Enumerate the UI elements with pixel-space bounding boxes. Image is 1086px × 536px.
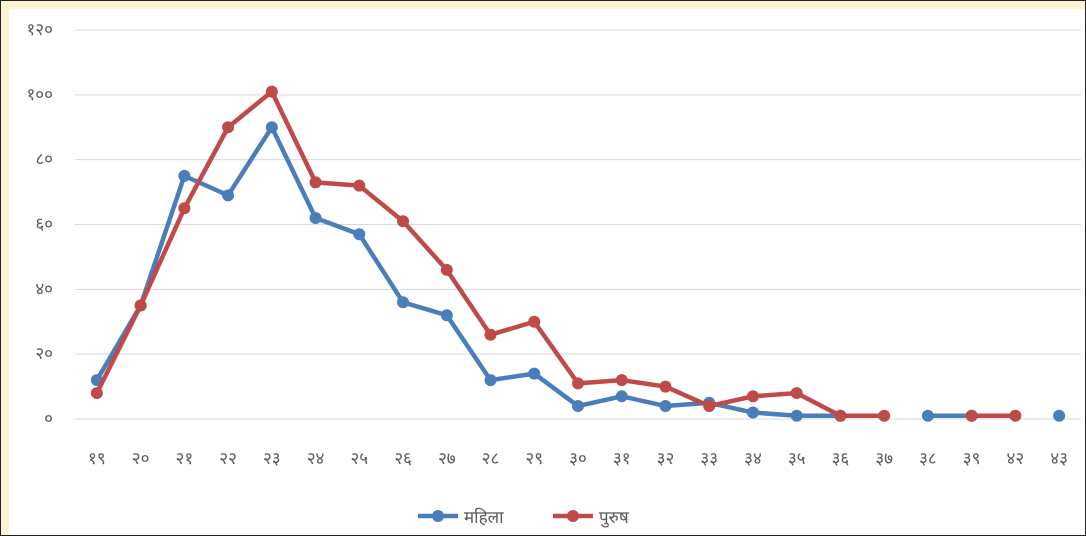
x-tick-label: ४३: [1050, 449, 1068, 469]
data-point: [353, 228, 366, 241]
data-point: [659, 400, 672, 413]
data-point: [528, 367, 541, 380]
data-point: [484, 374, 497, 387]
data-point: [178, 169, 191, 182]
x-tick-label: २८: [482, 449, 500, 469]
y-tick-label: १२०: [26, 20, 53, 40]
data-point: [790, 409, 803, 422]
data-point: [615, 390, 628, 403]
data-point: [440, 263, 453, 276]
x-tick-label: ३७: [875, 449, 893, 469]
legend-label: पुरुष: [599, 508, 630, 528]
x-tick-label: २२: [219, 449, 237, 469]
x-tick-label: ३४: [744, 449, 762, 469]
data-point: [878, 409, 891, 422]
x-tick-label: २४: [307, 449, 325, 469]
data-point: [659, 380, 672, 393]
x-tick-label: ३९: [963, 449, 981, 469]
legend-label: महिला: [464, 507, 504, 528]
x-tick-label: २०: [132, 449, 150, 469]
data-point: [309, 176, 322, 189]
x-tick-label: २९: [525, 449, 543, 469]
data-point: [484, 328, 497, 341]
y-tick-label: ४०: [35, 279, 53, 299]
x-tick-label: १९: [88, 449, 106, 469]
x-tick-label: ४२: [1007, 449, 1025, 469]
data-point: [746, 390, 759, 403]
data-point: [353, 179, 366, 192]
y-tick-label: १००: [26, 85, 53, 105]
x-tick-label: २३: [263, 449, 281, 469]
x-tick-label: २५: [350, 449, 368, 469]
data-point: [397, 215, 410, 228]
data-point: [921, 409, 934, 422]
data-point: [440, 309, 453, 322]
data-point: [790, 387, 803, 400]
x-tick-label: २७: [438, 449, 456, 469]
data-point: [265, 121, 278, 134]
data-point: [965, 409, 978, 422]
data-point: [572, 377, 584, 390]
x-tick-label: ३५: [788, 449, 806, 469]
x-tick-label: ३०: [569, 449, 587, 469]
x-tick-label: ३८: [919, 449, 937, 469]
x-tick-label: ३२: [657, 449, 675, 469]
legend-marker: [432, 510, 444, 522]
x-tick-label: ३३: [700, 449, 718, 469]
data-point: [397, 296, 410, 309]
y-tick-label: ८०: [35, 150, 53, 170]
y-tick-label: ०: [44, 409, 53, 429]
data-point: [90, 387, 103, 400]
data-point: [309, 212, 322, 225]
data-point: [222, 189, 235, 202]
data-point: [615, 374, 628, 387]
data-point: [746, 406, 759, 419]
y-tick-label: ६०: [35, 215, 53, 235]
legend-marker: [567, 510, 579, 522]
y-tick-label: २०: [35, 344, 53, 364]
data-point: [1009, 409, 1022, 422]
x-tick-label: ३६: [832, 449, 850, 469]
data-point: [222, 121, 235, 134]
data-point: [178, 202, 191, 215]
x-tick-label: २१: [176, 449, 194, 469]
data-point: [528, 315, 541, 328]
data-point: [572, 400, 584, 413]
x-tick-label: २६: [394, 449, 412, 469]
data-point: [703, 400, 716, 413]
data-point: [134, 299, 147, 312]
data-point: [265, 85, 278, 98]
x-tick-label: ३१: [613, 449, 631, 469]
data-point: [1053, 409, 1066, 422]
chart-area: [9, 9, 1085, 535]
data-point: [834, 409, 847, 422]
